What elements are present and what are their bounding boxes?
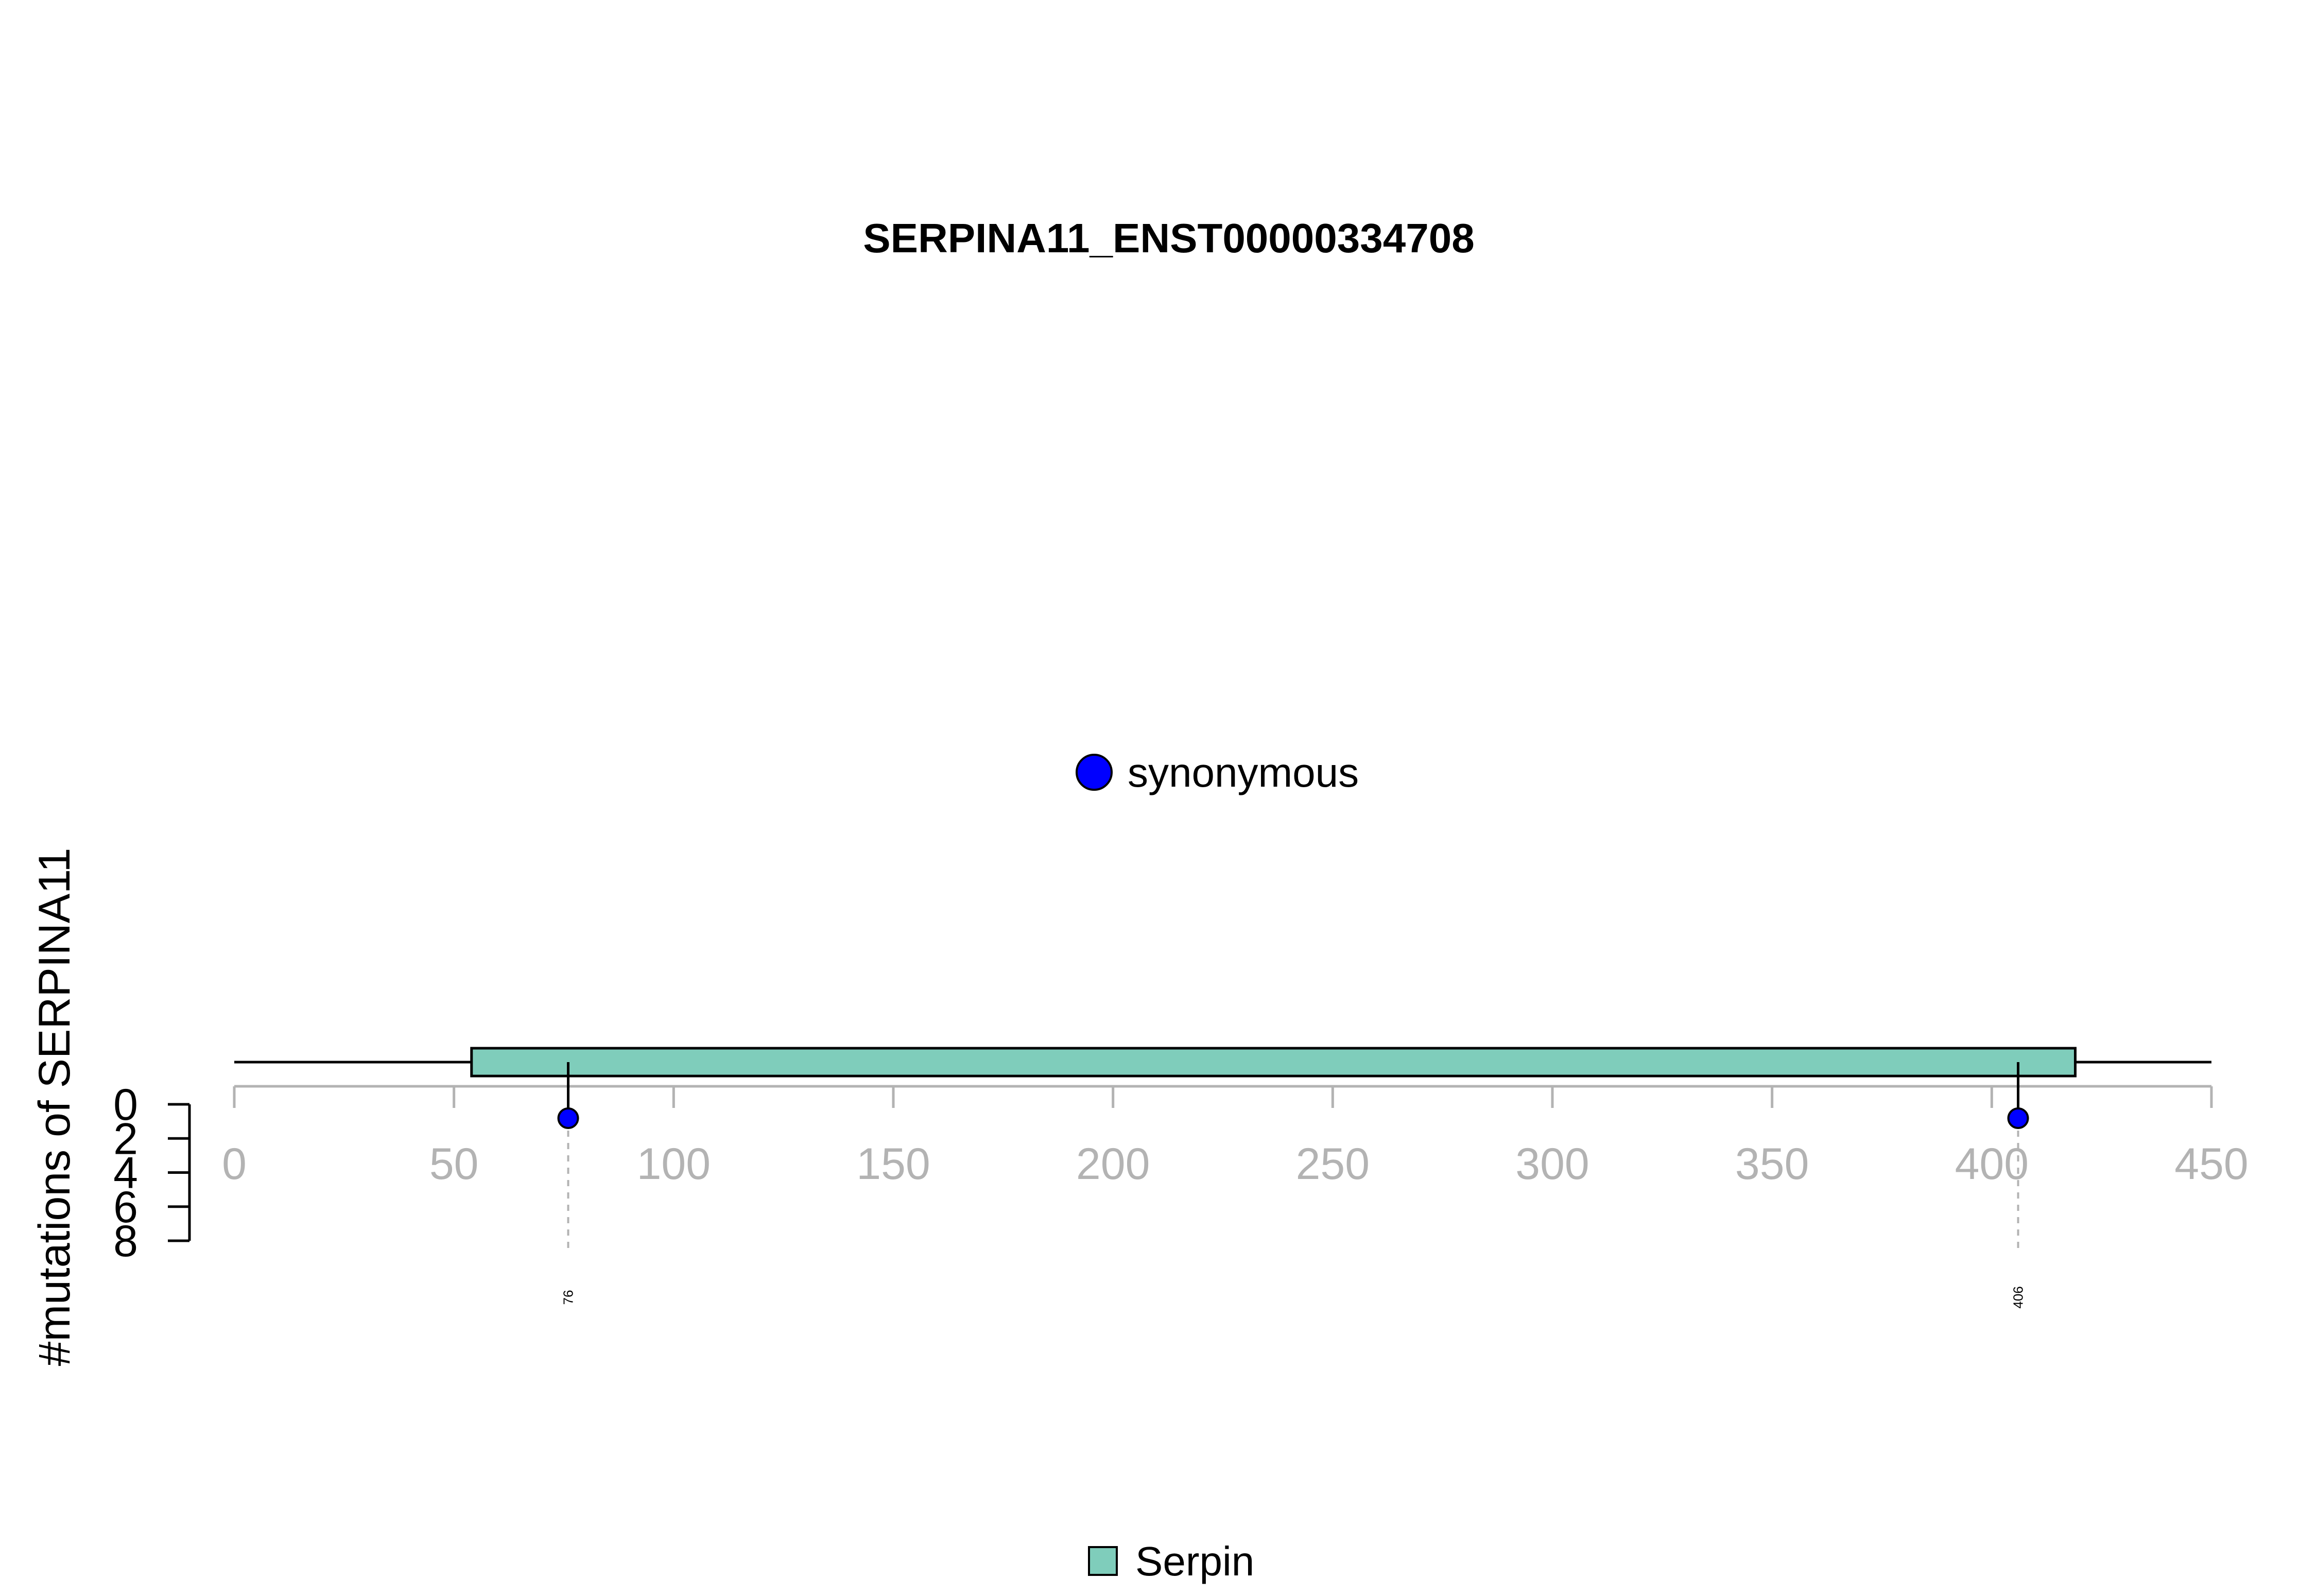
mutation-position-label: 406 bbox=[2011, 1286, 2026, 1308]
plot-area: 0 50 100 150 200 250 300 350 400 450 76 406 bbox=[222, 1047, 2249, 1309]
serpin-legend-label: Serpin bbox=[1135, 1538, 1254, 1584]
mutation-dot bbox=[557, 1107, 579, 1129]
synonymous-legend-marker bbox=[1076, 754, 1113, 791]
mutation-position-label: 76 bbox=[561, 1290, 576, 1305]
x-tick-label: 250 bbox=[1296, 1139, 1370, 1189]
x-tick-label: 400 bbox=[1955, 1139, 2029, 1189]
x-tick-label: 300 bbox=[1515, 1139, 1589, 1189]
chart-title: SERPINA11_ENST00000334708 bbox=[863, 215, 1474, 261]
x-tick-label: 450 bbox=[2174, 1139, 2249, 1189]
y-tick-label: 8 bbox=[113, 1217, 138, 1266]
mutation-legend: synonymous bbox=[1076, 750, 1359, 795]
synonymous-legend-label: synonymous bbox=[1128, 750, 1359, 795]
serpin-legend-swatch bbox=[1088, 1546, 1118, 1576]
mutation-dot bbox=[2007, 1107, 2029, 1129]
y-tick-label: 0 bbox=[113, 1080, 138, 1130]
x-tick-label: 200 bbox=[1076, 1139, 1150, 1189]
x-tick-label: 100 bbox=[637, 1139, 711, 1189]
x-tick-label: 350 bbox=[1735, 1139, 1809, 1189]
domain-legend: Serpin bbox=[1088, 1538, 1254, 1584]
y-tick-label: 2 bbox=[113, 1114, 138, 1164]
y-axis-label: #mutations of SERPINA11 bbox=[30, 847, 79, 1366]
y-tick-label: 4 bbox=[113, 1149, 138, 1198]
x-tick-label: 150 bbox=[856, 1139, 930, 1189]
y-tick-label: 6 bbox=[113, 1183, 138, 1232]
domain-serpin bbox=[470, 1047, 2077, 1078]
x-tick-label: 0 bbox=[222, 1139, 247, 1189]
x-tick-label: 50 bbox=[429, 1139, 479, 1189]
